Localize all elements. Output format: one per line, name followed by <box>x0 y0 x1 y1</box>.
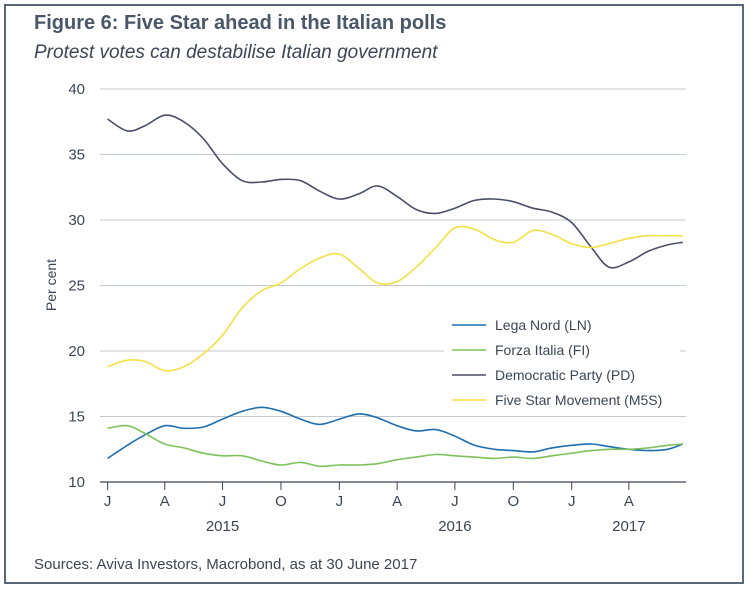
chart-subtitle: Protest votes can destabilise Italian go… <box>34 42 438 63</box>
series-lines <box>107 114 684 468</box>
x-tick-label: A <box>392 493 402 510</box>
legend: Lega Nord (LN) Forza Italia (FI) Democrati… <box>444 311 680 415</box>
y-tick-label: 25 <box>68 278 85 295</box>
y-axis-title: Per cent <box>43 259 59 311</box>
series-line-3 <box>107 225 683 372</box>
x-tick-label: J <box>219 493 227 510</box>
x-tick-label: J <box>336 493 344 510</box>
y-tick-label: 35 <box>68 147 85 164</box>
x-tick-label: A <box>160 493 170 510</box>
series-line-1 <box>107 424 683 468</box>
y-axis: 10 15 20 25 30 35 40 <box>68 81 85 491</box>
legend-label: Five Star Movement (M5S) <box>495 392 662 408</box>
x-tick-label: A <box>624 493 634 510</box>
y-tick-label: 15 <box>68 409 85 426</box>
y-tick-label: 20 <box>68 343 85 360</box>
chart-title: Figure 6: Five Star ahead in the Italian… <box>34 12 447 34</box>
x-year-label: 2017 <box>612 518 645 535</box>
x-year-label: 2015 <box>206 518 239 535</box>
x-tick-label: O <box>507 493 519 510</box>
figure-frame <box>4 4 744 584</box>
series-line-0 <box>107 406 684 460</box>
legend-label: Democratic Party (PD) <box>495 367 635 383</box>
x-year-label: 2016 <box>438 518 471 535</box>
legend-label: Lega Nord (LN) <box>495 317 592 333</box>
gridlines <box>100 88 686 417</box>
series-line-2 <box>107 114 683 269</box>
legend-label: Forza Italia (FI) <box>495 342 590 358</box>
y-tick-label: 30 <box>68 212 85 229</box>
x-tick-label: J <box>451 493 459 510</box>
x-tick-label: J <box>568 493 576 510</box>
legend-background <box>444 311 680 415</box>
x-tick-label: O <box>275 493 287 510</box>
chart-source: Sources: Aviva Investors, Macrobond, as … <box>34 556 418 573</box>
y-tick-label: 40 <box>68 81 85 98</box>
y-tick-label: 10 <box>68 474 85 491</box>
x-axis: J A J O J A J O J A 2015 2016 2017 <box>100 481 686 535</box>
x-tick-label: J <box>104 493 112 510</box>
